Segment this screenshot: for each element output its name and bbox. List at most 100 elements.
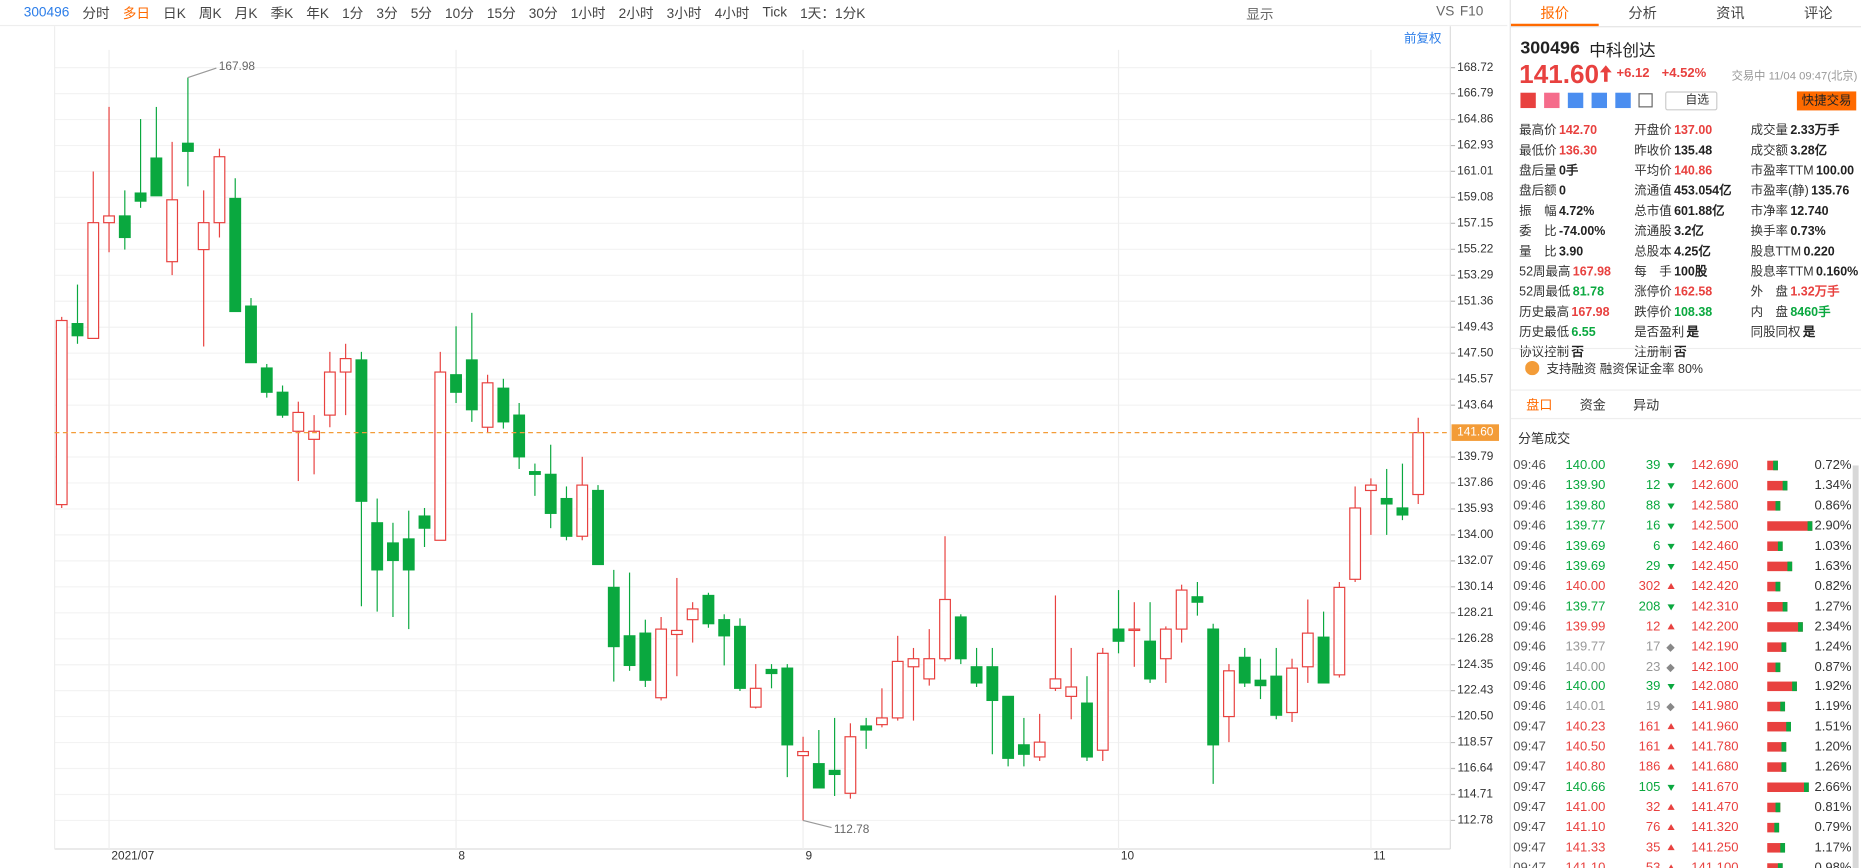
y-tick-label: 159.08 xyxy=(1457,190,1494,204)
trade-row: 09:46 139.69 29 xyxy=(1513,557,1691,577)
candle-body xyxy=(1002,695,1015,759)
period-tab[interactable]: 1天：1分K xyxy=(800,6,866,21)
distribution-price: 142.190 xyxy=(1691,639,1739,654)
sub-tab[interactable]: 异动 xyxy=(1633,398,1660,414)
field-value: 137.00 xyxy=(1674,123,1713,138)
candle-body xyxy=(450,374,462,393)
distribution-bar xyxy=(1767,460,1779,471)
trade-volume: 6 xyxy=(1653,538,1661,554)
y-tick-label: 118.57 xyxy=(1458,735,1493,749)
candle-body xyxy=(1128,628,1141,632)
distribution-pct: 2.90% xyxy=(1814,518,1852,533)
panel-tab[interactable]: 分析 xyxy=(1628,4,1657,22)
field-label: 市盈率(静) xyxy=(1750,184,1809,199)
field-value: 108.38 xyxy=(1674,305,1713,320)
stock-code: 300496 xyxy=(1520,37,1580,59)
distribution-price: 142.690 xyxy=(1691,458,1739,473)
period-tab[interactable]: 15分 xyxy=(486,6,516,21)
period-tab[interactable]: 1小时 xyxy=(570,6,606,21)
distribution-pct: 1.63% xyxy=(1814,558,1852,574)
field-label: 股息率TTM xyxy=(1750,264,1814,280)
period-tab[interactable]: 季K xyxy=(270,6,294,21)
display-menu[interactable]: 显示 xyxy=(1246,8,1274,23)
period-tab[interactable]: 30分 xyxy=(528,6,558,21)
quick-trade-button[interactable]: 快捷交易 xyxy=(1796,91,1857,111)
field-value: 162.58 xyxy=(1674,284,1713,300)
candle-body xyxy=(387,542,399,562)
distribution-row: 142.080 1.92% xyxy=(1691,677,1851,697)
trade-price: 141.00 xyxy=(1565,800,1606,815)
sub-tab[interactable]: 盘口 xyxy=(1526,398,1553,414)
trade-direction xyxy=(1667,483,1675,490)
trade-price: 139.69 xyxy=(1565,558,1606,574)
icon-row xyxy=(1520,92,1653,109)
period-tab[interactable]: 3分 xyxy=(376,6,398,21)
trade-direction xyxy=(1667,844,1675,851)
candle-body xyxy=(1238,656,1251,684)
quote-field: 成交量 2.33万手 xyxy=(1751,121,1859,141)
candle-body xyxy=(1286,667,1298,714)
field-label: 股息TTM xyxy=(1750,244,1802,259)
panel-tab[interactable]: 报价 xyxy=(1510,0,1599,27)
distribution-price: 141.250 xyxy=(1691,840,1739,855)
field-label: 流通值 xyxy=(1634,184,1672,199)
f10-button[interactable]: F10 xyxy=(1459,4,1484,19)
trade-time: 09:46 xyxy=(1513,679,1546,694)
period-tab[interactable]: 分时 xyxy=(82,6,110,21)
trade-direction xyxy=(1666,642,1675,652)
period-tab[interactable]: Tick xyxy=(762,5,788,20)
trade-time: 09:46 xyxy=(1513,538,1546,554)
candle-body xyxy=(1191,596,1204,603)
candle-body xyxy=(418,515,431,529)
field-value: 3.2亿 xyxy=(1674,224,1704,239)
candle-body xyxy=(71,323,84,337)
field-value: 140.86 xyxy=(1674,163,1713,179)
period-tab[interactable]: 多日 xyxy=(122,6,150,21)
period-tab[interactable]: 周K xyxy=(198,6,222,21)
quote-field: 跌停价 108.38 xyxy=(1634,303,1750,323)
distribution-bar-part xyxy=(1792,682,1797,692)
period-tab[interactable]: 日K xyxy=(163,6,186,21)
status: 交易中 11/04 09:47(北京) xyxy=(1731,70,1858,84)
trade-volume: 12 xyxy=(1645,478,1661,493)
candle-body xyxy=(828,769,841,776)
quote-field: 市盈率(静) 135.76 xyxy=(1751,182,1859,202)
period-tab[interactable]: 3小时 xyxy=(666,6,702,21)
trade-volume: 39 xyxy=(1645,458,1661,473)
panel-tab[interactable]: 资讯 xyxy=(1716,4,1745,22)
period-tab[interactable]: 1分 xyxy=(342,6,364,21)
trade-direction xyxy=(1667,463,1675,470)
field-label: 同股同权 xyxy=(1750,325,1801,340)
distribution-row: 142.500 2.90% xyxy=(1691,516,1851,536)
trade-volume: 105 xyxy=(1638,780,1661,795)
adjust-label[interactable]: 前复权 xyxy=(1404,30,1442,45)
trade-time: 09:46 xyxy=(1513,478,1546,493)
trade-row: 09:46 139.77 17 xyxy=(1513,637,1691,657)
distribution-row: 141.470 0.81% xyxy=(1691,798,1851,818)
candle-body xyxy=(1380,497,1393,505)
period-tab[interactable]: 2小时 xyxy=(618,6,654,21)
field-value: 135.48 xyxy=(1674,143,1713,158)
field-label: 量 比 xyxy=(1519,244,1557,259)
panel-tab[interactable]: 评论 xyxy=(1804,4,1833,22)
period-tab[interactable]: 月K xyxy=(234,6,258,21)
quote-field: 流通值 453.054亿 xyxy=(1634,182,1750,202)
trade-price: 140.80 xyxy=(1565,760,1606,775)
vs-button[interactable]: VS xyxy=(1436,4,1455,19)
trade-price: 141.10 xyxy=(1565,860,1606,868)
period-tab[interactable]: 5分 xyxy=(410,6,432,21)
sub-tab[interactable]: 资金 xyxy=(1579,398,1606,414)
trade-time: 09:46 xyxy=(1513,659,1546,674)
stock-code[interactable]: 300496 xyxy=(23,5,70,20)
trade-price: 140.00 xyxy=(1565,579,1606,594)
field-label: 成交量 xyxy=(1750,123,1789,138)
period-tab[interactable]: 10分 xyxy=(445,6,474,21)
y-tick-label: 130.14 xyxy=(1457,579,1494,593)
watch-button[interactable]: 自选 xyxy=(1665,91,1718,111)
period-tab[interactable]: 4小时 xyxy=(714,6,750,21)
y-tick-label: 137.86 xyxy=(1457,475,1494,489)
period-tab[interactable]: 年K xyxy=(306,6,330,21)
y-tick-label: 143.64 xyxy=(1457,397,1494,411)
candle-body xyxy=(718,619,731,637)
